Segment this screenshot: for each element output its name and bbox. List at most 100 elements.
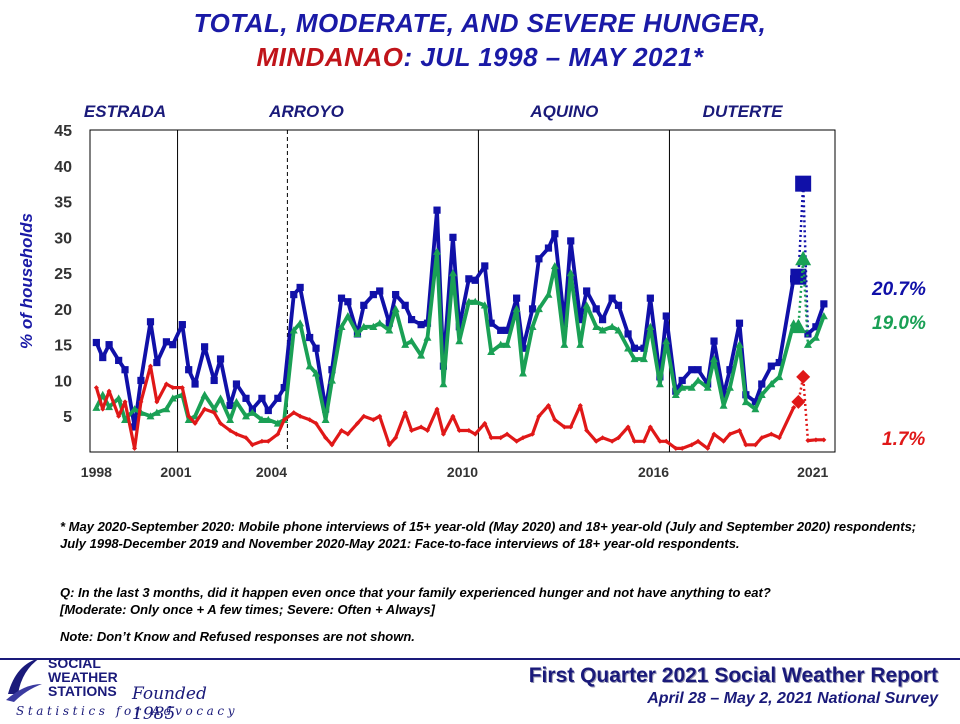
point-total [804,330,812,338]
series-line-severe [94,364,796,450]
point-total [767,362,775,370]
hunger-line-chart: 5 10 15 20 25 30 35 40 45 % of households 1998 2001… [17,102,926,480]
point-moderate [359,322,368,330]
point-severe [689,442,695,448]
chart-title-line2: MINDANAO: JUL 1998 – MAY 2021* [0,42,960,73]
point-severe [641,438,647,444]
point-severe [323,435,329,441]
point-moderate [678,383,687,391]
point-moderate [550,261,559,270]
point-total [105,341,113,349]
point-severe [736,428,742,434]
point-severe [329,442,335,448]
point-severe [631,438,637,444]
point-total [795,175,812,192]
point-moderate [741,397,750,406]
point-total [376,287,384,295]
point-moderate [273,419,282,427]
point-severe [536,413,542,419]
point-moderate [200,390,209,398]
point-moderate [512,304,521,313]
point-total [624,330,632,338]
point-severe [504,431,510,437]
point-total [567,237,575,245]
point-severe [339,428,345,434]
point-total [201,343,209,351]
point-moderate [662,337,671,345]
point-total [385,319,393,327]
point-severe [577,402,583,408]
administration-label: AQUINO [529,102,598,121]
logo-tagline: Statistics for Advocacy [16,704,239,718]
point-total [290,290,298,299]
point-moderate [226,415,235,423]
point-total [465,275,473,283]
point-total [560,319,568,327]
point-severe [211,410,217,416]
footnote-note: Note: Don’t Know and Refused responses a… [60,629,415,644]
point-moderate [775,372,784,381]
point-total [775,358,783,367]
point-total [449,233,457,241]
point-severe [386,442,392,448]
point-total [719,391,728,399]
point-total [662,312,670,320]
point-severe [791,394,806,409]
point-moderate [790,318,807,334]
point-moderate [433,247,442,255]
y-tick-label: 35 [54,195,72,212]
point-severe [625,424,631,430]
point-total [592,305,600,313]
point-moderate [305,362,314,370]
point-moderate [375,319,384,327]
point-severe [456,428,462,434]
point-total [497,326,505,334]
point-moderate [455,337,464,345]
point-moderate [544,290,553,298]
point-severe [147,363,153,369]
point-severe [776,435,782,441]
point-moderate [819,312,828,320]
point-total [688,366,696,374]
point-moderate [98,390,107,398]
point-total [369,290,377,299]
point-severe [673,445,679,451]
point-moderate [639,354,648,363]
sws-logo: SOCIAL WEATHER STATIONS Founded 1985 Sta… [4,652,254,724]
point-moderate [439,380,448,388]
point-moderate [719,401,728,409]
point-severe [663,438,669,444]
point-moderate [130,405,139,413]
point-total [121,366,129,374]
point-moderate [795,250,812,266]
point-total [614,301,623,309]
point-severe [520,435,526,441]
point-total [694,366,702,374]
report-title: First Quarter 2021 Social Weather Report [528,664,938,687]
point-severe [345,431,351,437]
point-moderate [803,340,812,348]
point-total [710,337,718,345]
point-severe [202,406,208,412]
point-total [99,353,107,362]
point-total [576,316,584,324]
series-line-total [94,208,796,429]
point-total [646,294,654,302]
point-severe [313,420,319,426]
end-label-moderate: 19.0% [872,313,926,334]
point-severe [132,445,138,451]
chart-title-line1: TOTAL, MODERATE, AND SEVERE HUNGER, [193,8,767,38]
point-severe [657,438,663,444]
point-severe [424,428,430,434]
x-tick-label: 1998 [81,464,112,480]
point-total [130,423,139,431]
point-total [258,394,266,402]
point-moderate [264,415,273,423]
point-total [264,406,272,415]
point-total [337,294,346,302]
point-total [608,294,616,302]
administration-label: DUTERTE [703,102,784,121]
point-severe [116,413,122,419]
y-tick-label: 15 [54,338,72,355]
point-moderate [423,333,432,341]
